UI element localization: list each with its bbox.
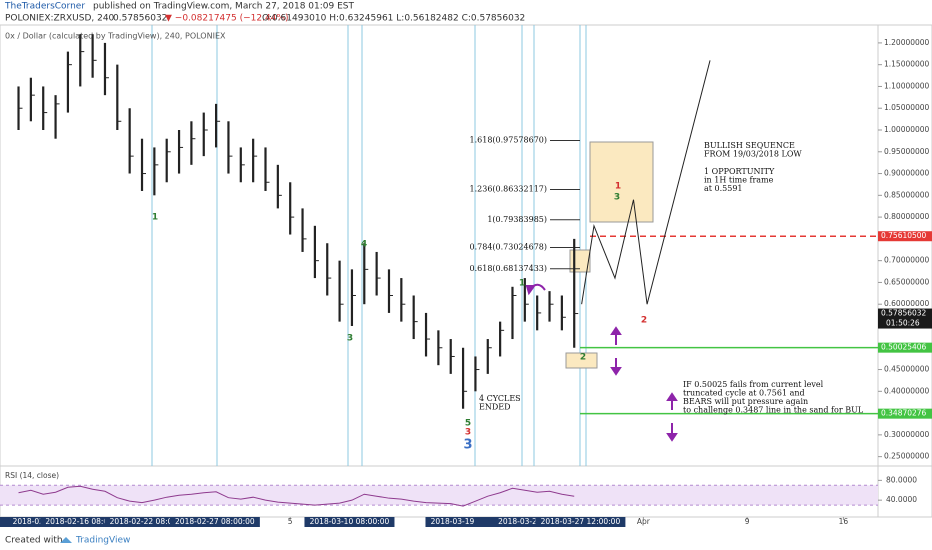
y-tick-label: 1.10000000 — [884, 81, 930, 90]
y-tick-label: 1.15000000 — [884, 60, 930, 69]
footer — [0, 530, 932, 550]
rsi-title: RSI (14, close) — [5, 471, 59, 480]
wave-label: 5 — [465, 419, 471, 429]
fib-label: 0.618(0.68137433) — [470, 264, 548, 273]
x-tick-box — [104, 517, 195, 527]
x-tick-box — [304, 517, 395, 527]
rsi-tick-label: 80.0000 — [886, 475, 917, 484]
annotation: ENDED — [479, 403, 511, 412]
x-tick-label: 2018-03-19 00:00:00 — [431, 517, 511, 526]
y-tick-label: 0.65000000 — [884, 277, 930, 286]
wave-label: 3 — [465, 428, 471, 438]
wave-label: 3 — [463, 438, 472, 453]
x-tick-label: 2018-03-23 — [498, 517, 542, 526]
annotation: truncated cycle at 0.7561 and — [683, 389, 805, 398]
level-label: 0.75610500 — [881, 231, 927, 240]
annotation: at 0.5591 — [704, 184, 743, 193]
y-tick-label: 0.70000000 — [884, 256, 930, 265]
legend: 0x / Dollar (calculated by TradingView),… — [5, 32, 226, 41]
x-tick-label: 9 — [745, 517, 750, 526]
wave-box — [565, 352, 598, 369]
annotation: 1 OPPORTUNITY — [704, 167, 775, 176]
y-tick-label: 0.85000000 — [884, 190, 930, 199]
y-tick-label: 0.90000000 — [884, 169, 930, 178]
price-tag — [878, 308, 932, 329]
target-box — [589, 141, 654, 223]
level-tag — [878, 342, 932, 353]
y-tick-label: 0.95000000 — [884, 147, 930, 156]
y-tick-label: 0.40000000 — [884, 386, 930, 395]
symbol: POLONIEX:ZRXUSD, 240 — [5, 14, 115, 24]
wave-label: 1 — [152, 213, 158, 223]
annotation: BEARS will put pressure again — [683, 397, 808, 406]
x-tick-box — [474, 517, 565, 527]
y-tick-label: 1.20000000 — [884, 38, 930, 47]
x-tick-label: Apr — [637, 517, 651, 526]
y-tick-label: 0.30000000 — [884, 430, 930, 439]
wave-label: 1 — [615, 182, 621, 192]
x-tick-label: 2018-03-10 08:00:00 — [310, 517, 390, 526]
vertical-lines — [151, 25, 587, 466]
rsi-tick-label: 40.0000 — [886, 495, 917, 504]
logo — [60, 537, 72, 543]
fib-label: 0.784(0.73024678) — [470, 243, 548, 252]
arrows — [525, 283, 678, 442]
x-tick-box — [535, 517, 626, 527]
price-label: 0.57856032 — [881, 309, 927, 318]
published: published on TradingView.com, March 27, … — [93, 2, 354, 12]
level-tag — [878, 231, 932, 242]
created-with: Created with — [5, 536, 63, 546]
level-label: 0.50025406 — [881, 343, 927, 352]
x-tick-label: 2018-02-22 08:00:00 — [110, 517, 190, 526]
fib-label: 1.236(0.86332117) — [470, 185, 548, 194]
change: ▼ −0.08217475 (−12.44%) — [165, 14, 288, 24]
x-tick-box — [0, 517, 75, 527]
rsi-band — [0, 485, 878, 506]
x-tick-label: 2018-02-16 08:00:00 — [45, 517, 125, 526]
y-tick-label: 0.45000000 — [884, 365, 930, 374]
annotation: to challenge 0.3487 line in the sand for… — [683, 406, 864, 415]
price-time: 01:50:26 — [886, 319, 920, 328]
wave-label: 4 — [361, 240, 367, 250]
brand: TradingView — [75, 536, 130, 546]
y-tick-label: 1.00000000 — [884, 125, 930, 134]
wave-label: 3 — [614, 193, 620, 203]
projection-path — [581, 60, 711, 305]
wave-label: 2 — [641, 316, 647, 326]
x-tick-label: 2018-02-27 08:00:00 — [175, 517, 255, 526]
level-tag — [878, 408, 932, 419]
x-tick-label: 2018-03-27 12:00:00 — [541, 517, 621, 526]
y-tick-label: 0.60000000 — [884, 299, 930, 308]
wave-label: 1 — [519, 279, 525, 289]
fib-label: 1(0.79383985) — [487, 215, 547, 224]
y-tick-label: 0.80000000 — [884, 212, 930, 221]
level-label: 0.34870276 — [881, 409, 927, 418]
wave-label: 2 — [580, 353, 586, 363]
ohlc: O:0.61493010 H:0.63245961 L:0.56182482 C… — [262, 14, 525, 24]
x-tick-box — [169, 517, 260, 527]
wave-label: 3 — [347, 334, 353, 344]
x-tick-label: 16 — [839, 517, 849, 526]
last-price: 0.57856032 — [113, 14, 167, 24]
annotation: 4 CYCLES — [479, 394, 521, 403]
annotation: BULLISH SEQUENCE — [704, 141, 795, 150]
annotation: in 1H time frame — [704, 176, 774, 185]
author: TheTradersCorner — [4, 2, 85, 12]
x-tick-label: 5 — [288, 517, 293, 526]
x-tick-box — [425, 517, 516, 527]
y-tick-label: 0.25000000 — [884, 452, 930, 461]
y-tick-label: 1.05000000 — [884, 103, 930, 112]
rsi-line — [18, 485, 575, 507]
x-tick-label: 2018-02- — [13, 517, 47, 526]
annotation: FROM 19/03/2018 LOW — [704, 150, 802, 159]
annotation: IF 0.50025 fails from current level — [683, 380, 824, 389]
x-tick-box — [40, 517, 131, 527]
fib-label: 1.618(0.97578670) — [470, 136, 548, 145]
